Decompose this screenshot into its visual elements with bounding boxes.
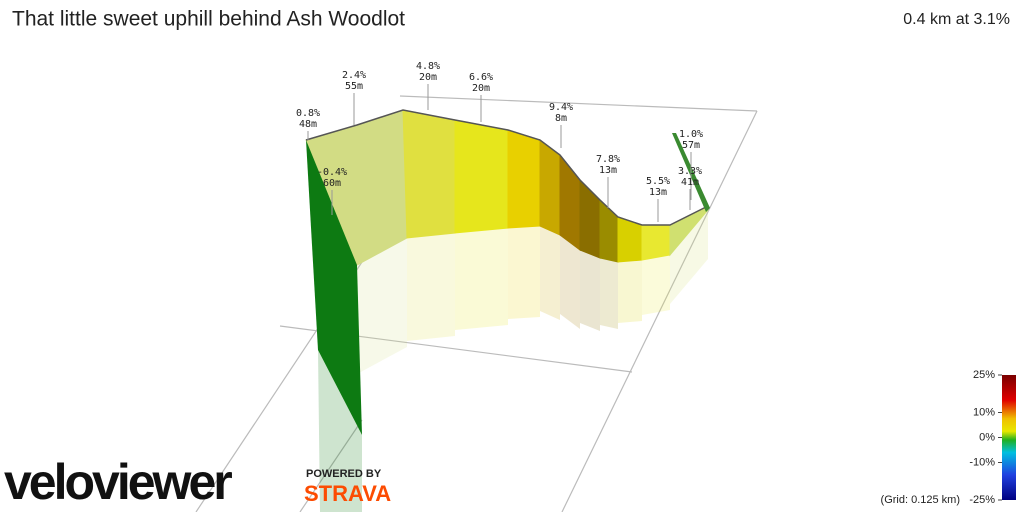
grid-note: (Grid: 0.125 km) <box>881 494 960 506</box>
shadow <box>318 350 362 512</box>
colorbar-label: -10% <box>969 456 995 468</box>
powered-by: POWERED BY <box>306 468 382 480</box>
grade-label: 2.4% <box>342 70 366 81</box>
segment <box>641 224 671 261</box>
grade-label: 4.8% <box>416 61 440 72</box>
colorbar <box>1002 375 1016 500</box>
shadow <box>600 258 618 329</box>
colorbar-label: 0% <box>979 431 995 443</box>
shadow <box>508 226 540 319</box>
length-label: 20m <box>472 83 490 94</box>
length-label: 48m <box>299 119 317 130</box>
logo: veloviewer <box>4 454 232 510</box>
grade-label: 0.8% <box>296 108 320 119</box>
length-label: 57m <box>682 140 700 151</box>
segment <box>559 153 581 251</box>
shadow <box>580 250 600 331</box>
descent <box>306 140 362 435</box>
colorbar-label: 25% <box>973 369 995 381</box>
segment <box>454 119 509 234</box>
segment <box>579 178 601 259</box>
strava: STRAVA <box>304 481 391 506</box>
grade-label: 6.6% <box>469 72 493 83</box>
length-label: 55m <box>345 81 363 92</box>
grade-label: 5.5% <box>646 176 670 187</box>
colorbar-label: -25% <box>969 494 995 506</box>
shadow <box>540 226 560 320</box>
segment <box>507 129 541 229</box>
length-label: 41m <box>681 177 699 188</box>
colorbar-label: 10% <box>973 406 995 418</box>
segment <box>356 109 408 266</box>
title: That little sweet uphill behind Ash Wood… <box>12 8 405 31</box>
length-label: 13m <box>649 187 667 198</box>
shadow <box>642 255 670 315</box>
length-label: 60m <box>323 178 341 189</box>
segment <box>402 109 456 239</box>
length-label: 13m <box>599 165 617 176</box>
shadow <box>455 228 508 330</box>
shadow <box>407 233 455 341</box>
shadow <box>618 260 642 323</box>
grade-label: 9.4% <box>549 102 573 113</box>
shadow <box>560 235 580 329</box>
length-label: 8m <box>555 113 567 124</box>
segment <box>539 139 561 236</box>
shadow <box>670 210 708 304</box>
grade-label: 7.8% <box>596 154 620 165</box>
grade-label: 3.3% <box>678 166 702 177</box>
grade-label: 1.0% <box>679 129 703 140</box>
subtitle: 0.4 km at 3.1% <box>903 11 1010 28</box>
length-label: 20m <box>419 72 437 83</box>
grade-label: -0.4% <box>317 167 347 178</box>
ridge <box>305 109 709 226</box>
shadow <box>357 238 407 374</box>
